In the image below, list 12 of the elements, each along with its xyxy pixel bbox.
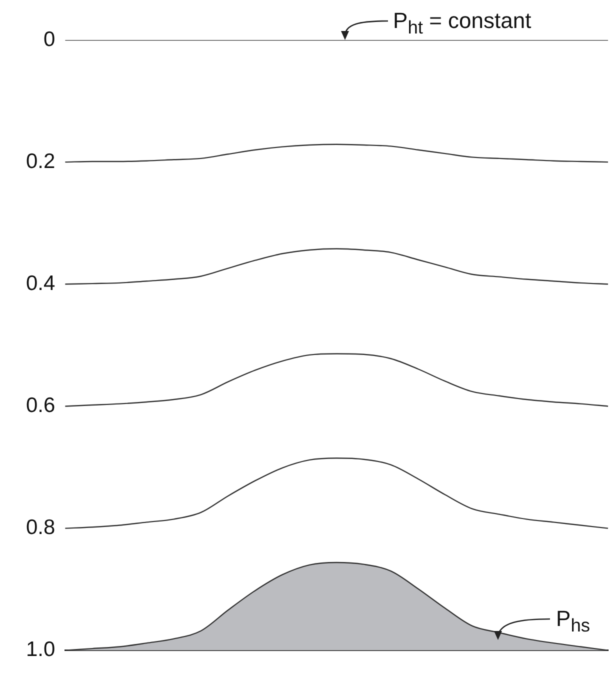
y-tick-label: 0.2 <box>26 150 56 173</box>
text: P$_{ht}$ = constant <box>393 8 532 38</box>
y-tick-label: 1.0 <box>26 638 56 662</box>
line-series <box>64 458 609 529</box>
line-series <box>64 144 609 163</box>
y-tick-label: 0.8 <box>26 516 56 540</box>
line-series <box>64 248 609 285</box>
annotation: P$_{hs}$ <box>556 606 590 636</box>
line-series <box>64 353 609 407</box>
y-tick-label: 0.4 <box>26 272 56 295</box>
y-tick-label: 0.6 <box>26 394 56 418</box>
y-tick-label: 0 <box>44 28 56 51</box>
